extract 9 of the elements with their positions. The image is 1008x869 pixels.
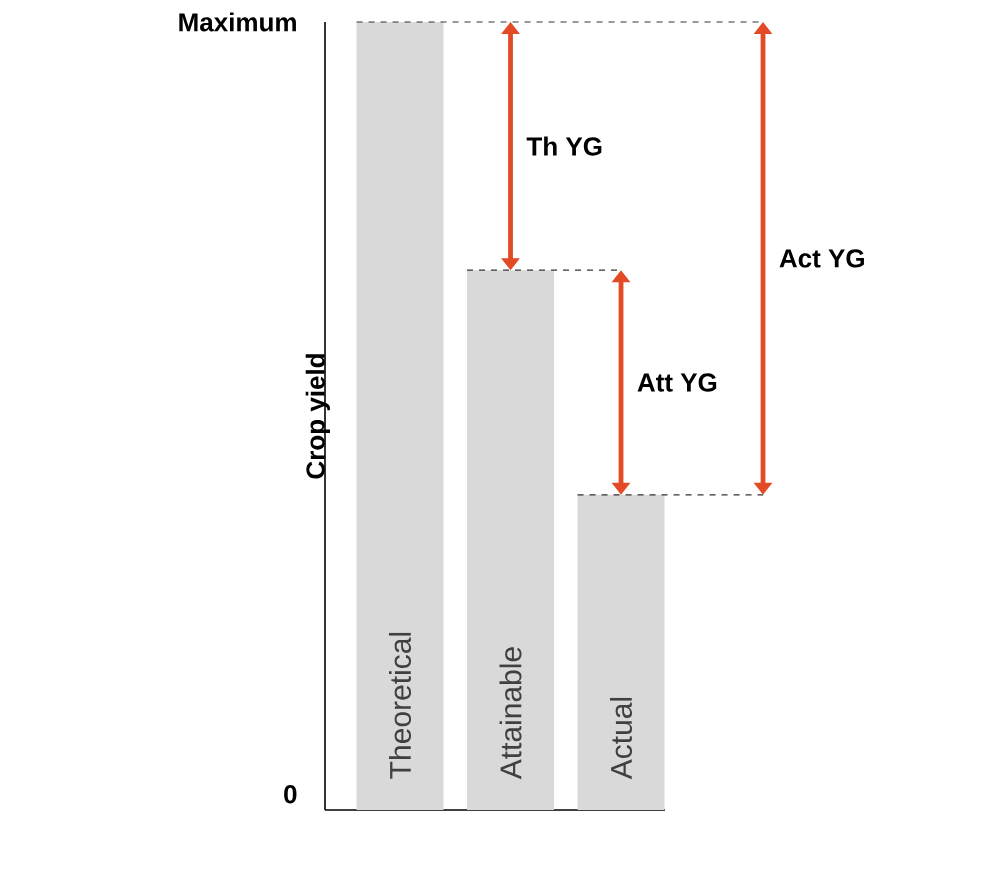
text: Maximum <box>179 12 296 32</box>
annotation: Att YG <box>637 373 717 392</box>
x-tick-label: Attainable <box>499 647 522 780</box>
x-tick-label: Theoretical <box>389 632 412 779</box>
x-tick-label: Actual <box>610 697 633 780</box>
text: 0 <box>284 785 297 804</box>
y-axis-title: Crop yield <box>305 354 330 479</box>
text: Act YG <box>779 249 864 268</box>
annotation: Th YG <box>526 136 602 156</box>
